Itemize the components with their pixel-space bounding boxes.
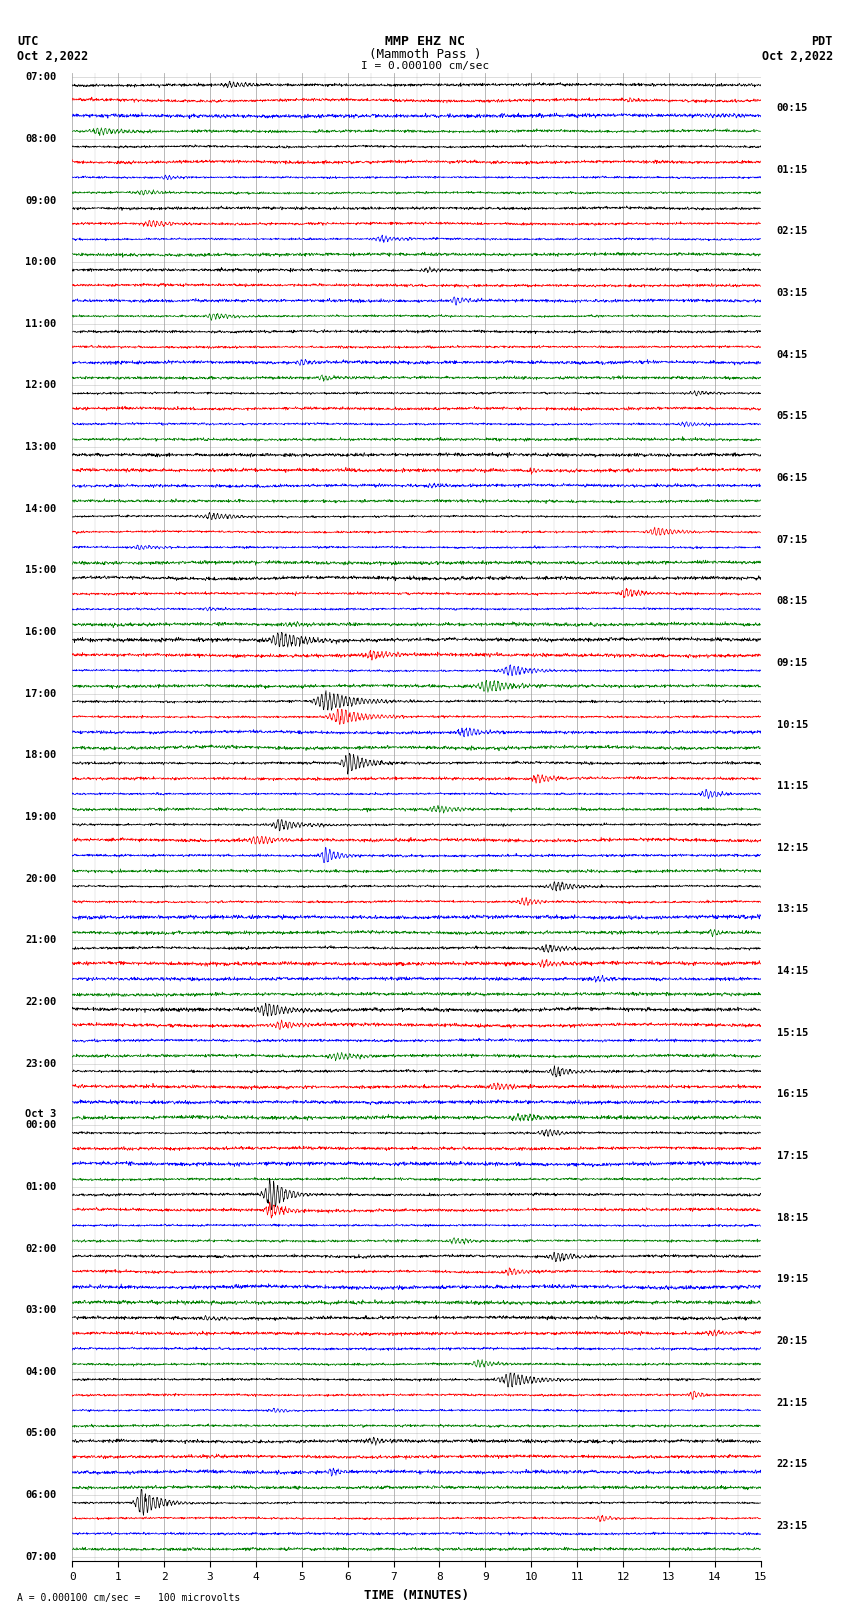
Text: MMP EHZ NC: MMP EHZ NC xyxy=(385,35,465,48)
Text: 19:00: 19:00 xyxy=(25,811,56,823)
Text: 10:15: 10:15 xyxy=(777,719,808,729)
Text: 21:15: 21:15 xyxy=(777,1397,808,1408)
X-axis label: TIME (MINUTES): TIME (MINUTES) xyxy=(364,1589,469,1602)
Text: 03:15: 03:15 xyxy=(777,289,808,298)
Text: 20:00: 20:00 xyxy=(25,874,56,884)
Text: UTC: UTC xyxy=(17,35,38,48)
Text: 19:15: 19:15 xyxy=(777,1274,808,1284)
Text: 04:15: 04:15 xyxy=(777,350,808,360)
Text: 08:00: 08:00 xyxy=(25,134,56,144)
Text: 00:00: 00:00 xyxy=(25,1119,56,1131)
Text: 06:15: 06:15 xyxy=(777,473,808,482)
Text: 17:15: 17:15 xyxy=(777,1152,808,1161)
Text: 22:15: 22:15 xyxy=(777,1460,808,1469)
Text: I = 0.000100 cm/sec: I = 0.000100 cm/sec xyxy=(361,61,489,71)
Text: 13:00: 13:00 xyxy=(25,442,56,452)
Text: 07:15: 07:15 xyxy=(777,534,808,545)
Text: 23:00: 23:00 xyxy=(25,1058,56,1068)
Text: Oct 2,2022: Oct 2,2022 xyxy=(762,50,833,63)
Text: 01:15: 01:15 xyxy=(777,165,808,174)
Text: 11:15: 11:15 xyxy=(777,781,808,790)
Text: 05:15: 05:15 xyxy=(777,411,808,421)
Text: (Mammoth Pass ): (Mammoth Pass ) xyxy=(369,48,481,61)
Text: 00:15: 00:15 xyxy=(777,103,808,113)
Text: 02:15: 02:15 xyxy=(777,226,808,237)
Text: 15:00: 15:00 xyxy=(25,566,56,576)
Text: Oct 2,2022: Oct 2,2022 xyxy=(17,50,88,63)
Text: 17:00: 17:00 xyxy=(25,689,56,698)
Text: 23:15: 23:15 xyxy=(777,1521,808,1531)
Text: 12:00: 12:00 xyxy=(25,381,56,390)
Text: 03:00: 03:00 xyxy=(25,1305,56,1315)
Text: 05:00: 05:00 xyxy=(25,1429,56,1439)
Text: 22:00: 22:00 xyxy=(25,997,56,1007)
Text: 02:00: 02:00 xyxy=(25,1244,56,1253)
Text: 04:00: 04:00 xyxy=(25,1366,56,1378)
Text: 06:00: 06:00 xyxy=(25,1490,56,1500)
Text: 14:15: 14:15 xyxy=(777,966,808,976)
Text: A = 0.000100 cm/sec =   100 microvolts: A = 0.000100 cm/sec = 100 microvolts xyxy=(17,1594,241,1603)
Text: 18:15: 18:15 xyxy=(777,1213,808,1223)
Text: PDT: PDT xyxy=(812,35,833,48)
Text: 09:00: 09:00 xyxy=(25,195,56,205)
Text: 10:00: 10:00 xyxy=(25,256,56,268)
Text: 15:15: 15:15 xyxy=(777,1027,808,1037)
Text: 16:15: 16:15 xyxy=(777,1089,808,1100)
Text: 20:15: 20:15 xyxy=(777,1336,808,1345)
Text: 13:15: 13:15 xyxy=(777,905,808,915)
Text: 08:15: 08:15 xyxy=(777,597,808,606)
Text: 12:15: 12:15 xyxy=(777,844,808,853)
Text: 11:00: 11:00 xyxy=(25,319,56,329)
Text: 01:00: 01:00 xyxy=(25,1182,56,1192)
Text: 09:15: 09:15 xyxy=(777,658,808,668)
Text: 07:00: 07:00 xyxy=(25,73,56,82)
Text: 21:00: 21:00 xyxy=(25,936,56,945)
Text: 14:00: 14:00 xyxy=(25,503,56,515)
Text: 16:00: 16:00 xyxy=(25,627,56,637)
Text: Oct 3: Oct 3 xyxy=(25,1110,56,1119)
Text: 18:00: 18:00 xyxy=(25,750,56,760)
Text: 07:00: 07:00 xyxy=(25,1552,56,1561)
